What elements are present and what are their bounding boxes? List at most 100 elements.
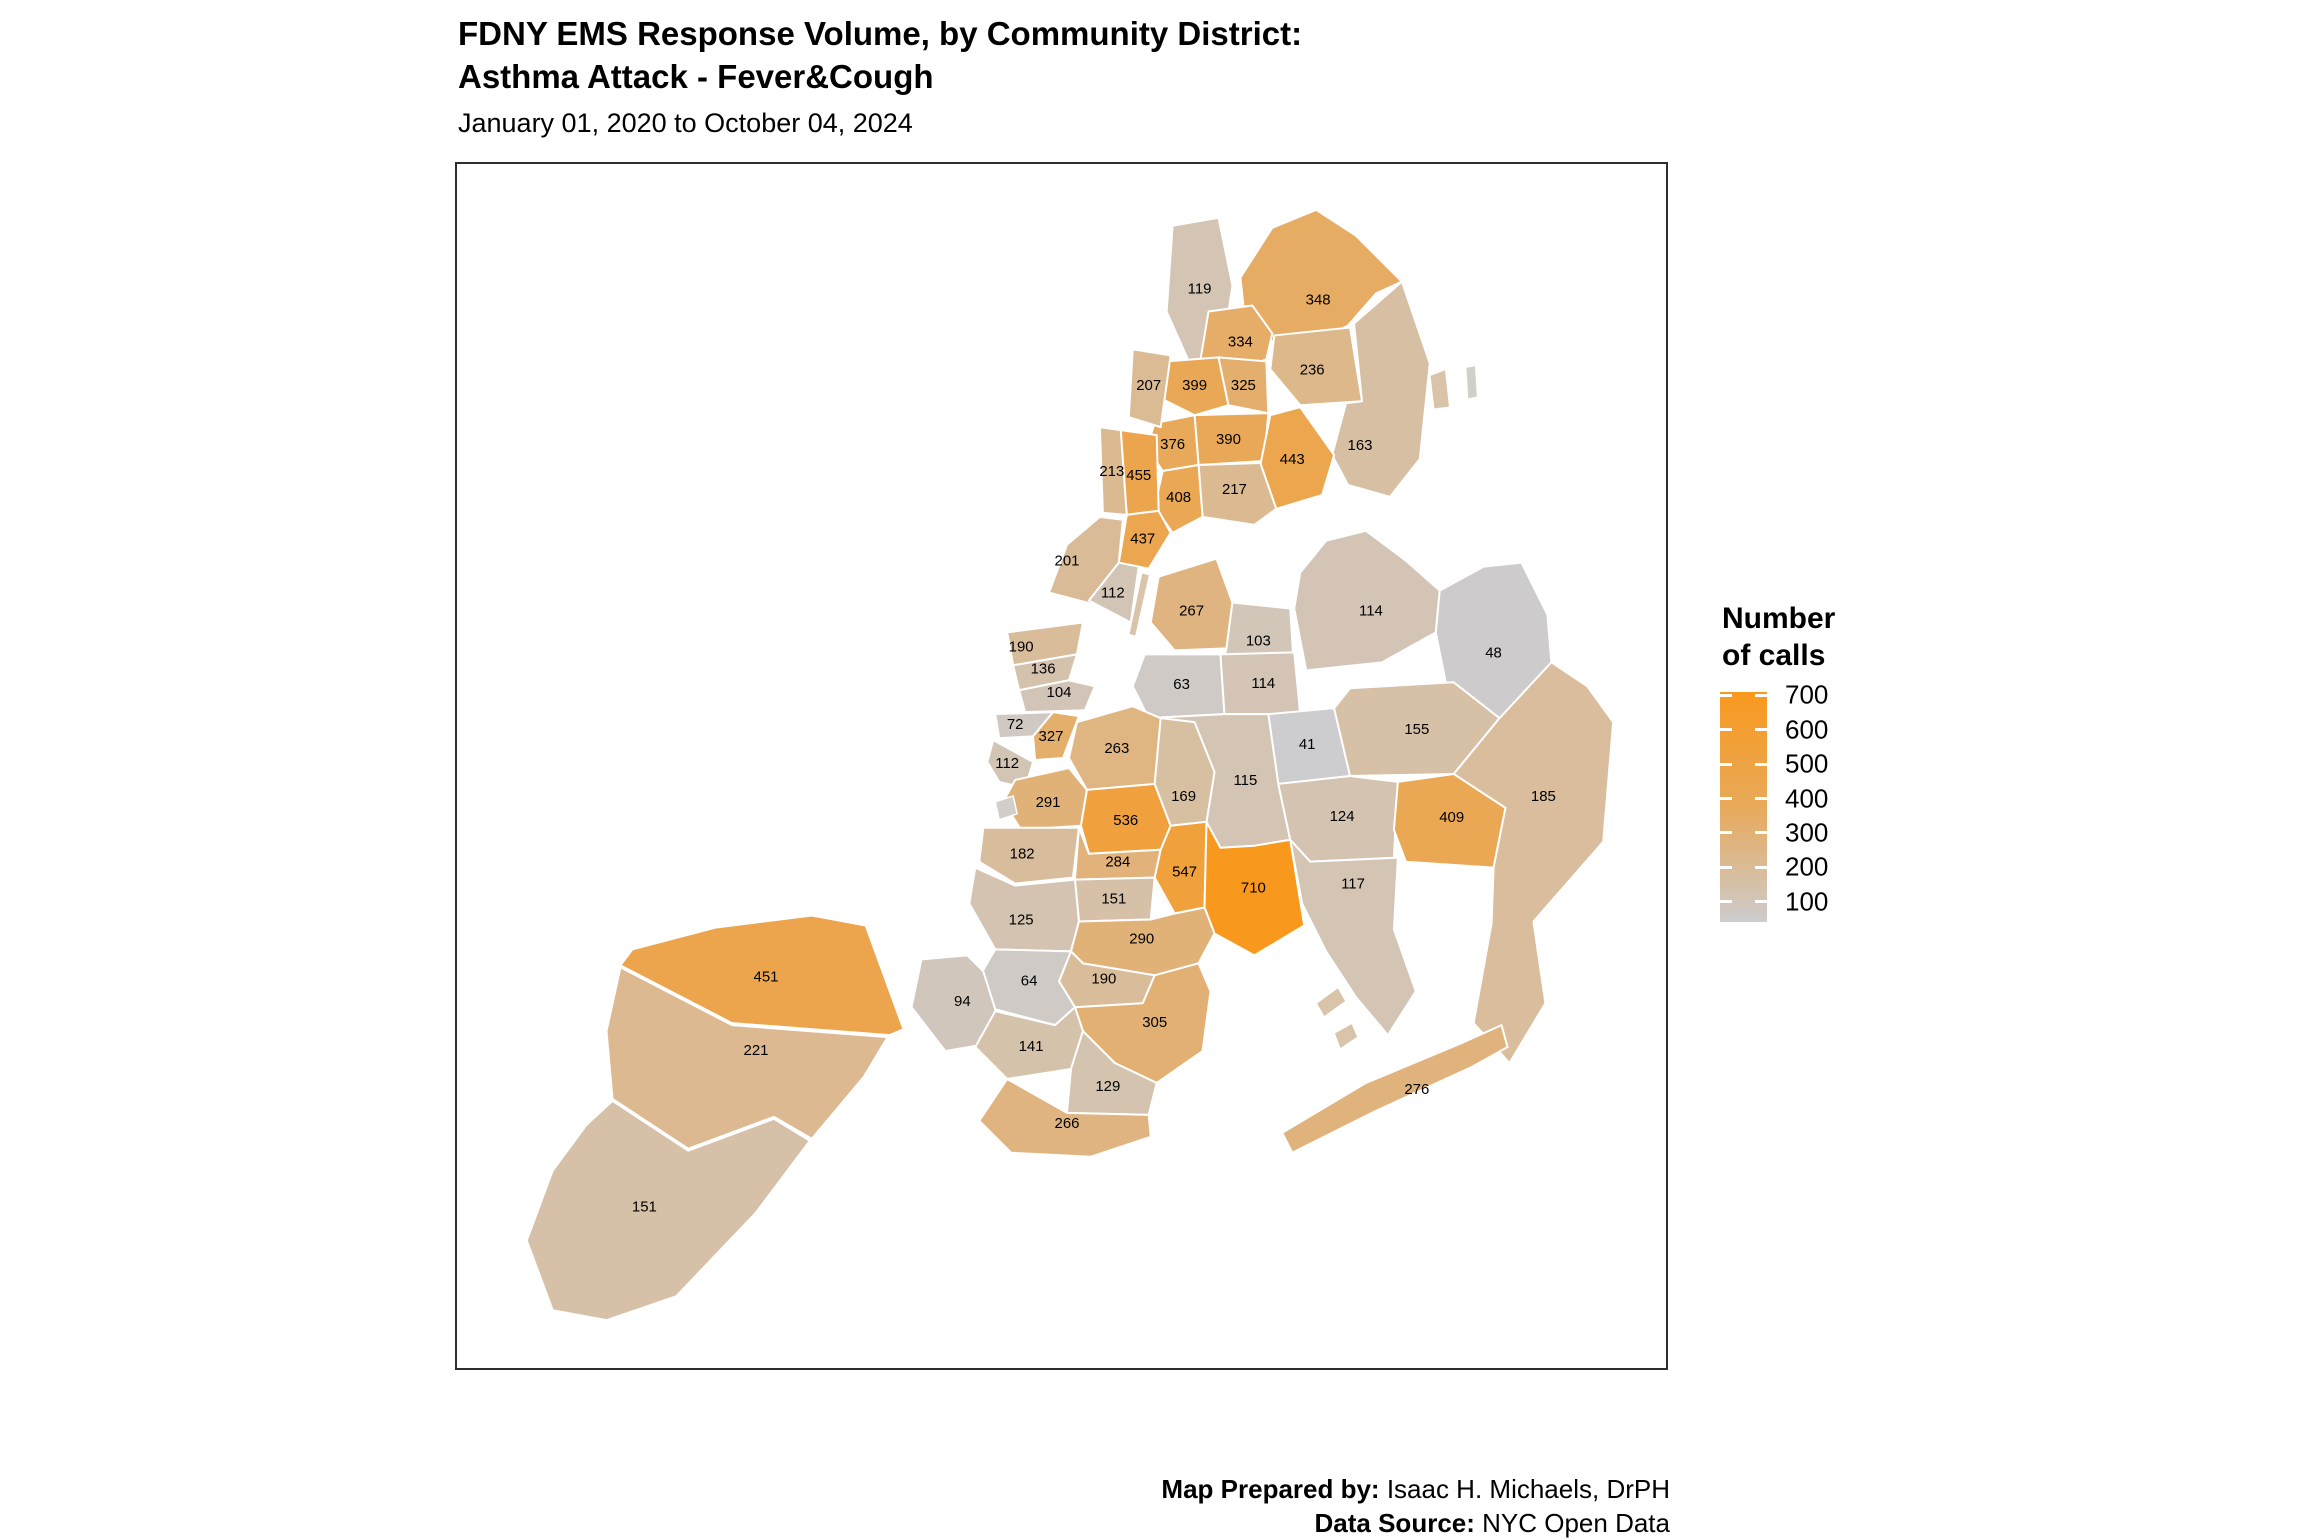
district-label: 190 xyxy=(1009,638,1034,655)
legend-tick-mark xyxy=(1720,728,1732,732)
district-label: 129 xyxy=(1095,1078,1120,1095)
footer-data-source-label: Data Source: xyxy=(1314,1508,1475,1538)
legend-title-line1: Number xyxy=(1722,602,1836,635)
district-label: 136 xyxy=(1031,660,1056,677)
page-subtitle: January 01, 2020 to October 04, 2024 xyxy=(458,108,913,138)
jamaica-bay-island-shape xyxy=(1315,986,1347,1018)
district-label: 376 xyxy=(1160,436,1185,453)
district-shape xyxy=(1289,838,1417,1037)
district-label: 217 xyxy=(1222,481,1247,498)
legend-gradient-bar xyxy=(1720,692,1767,922)
district-shapes xyxy=(525,208,1615,1322)
district-label: 117 xyxy=(1341,876,1365,893)
district-label: 263 xyxy=(1104,740,1129,757)
district-shape xyxy=(978,826,1080,885)
city-island-shape xyxy=(1429,368,1451,410)
legend-tick-mark xyxy=(1720,693,1732,697)
district-label: 207 xyxy=(1136,377,1161,394)
district-label: 409 xyxy=(1439,809,1464,826)
legend-tick-label: 400 xyxy=(1785,783,1829,814)
district-label: 103 xyxy=(1246,632,1271,649)
legend-tick-label: 100 xyxy=(1785,886,1829,917)
district-labels: 119 348 334 236 163 399 325 390 376 443 217 408 207 2… xyxy=(632,281,1556,1216)
nyc-choropleth-map: 119 348 334 236 163 399 325 390 376 443 217 408 207 2… xyxy=(525,208,1615,1322)
district-label: 64 xyxy=(1021,972,1038,989)
legend-title: Number of calls xyxy=(1722,600,1980,674)
district-label: 114 xyxy=(1251,675,1275,692)
district-label: 151 xyxy=(632,1199,657,1216)
legend-tick-mark xyxy=(1720,900,1732,904)
roosevelt-island-shape xyxy=(1128,571,1151,638)
district-label: 334 xyxy=(1228,333,1253,350)
district-label: 291 xyxy=(1036,794,1061,811)
district-label: 124 xyxy=(1330,808,1355,825)
legend-tick-label: 700 xyxy=(1785,679,1829,710)
district-label: 213 xyxy=(1099,463,1124,480)
legend-tick-mark xyxy=(1720,797,1732,801)
district-label: 443 xyxy=(1280,451,1305,468)
district-label: 112 xyxy=(1101,585,1125,602)
district-label: 114 xyxy=(1359,603,1383,620)
district-label: 112 xyxy=(995,755,1019,772)
district-label: 163 xyxy=(1348,437,1373,454)
district-label: 182 xyxy=(1010,846,1035,863)
district-label: 348 xyxy=(1306,292,1331,309)
district-label: 221 xyxy=(744,1042,769,1059)
district-label: 327 xyxy=(1039,728,1064,745)
district-shape xyxy=(1032,711,1080,762)
district-label: 536 xyxy=(1113,812,1138,829)
legend-tick-mark xyxy=(1755,693,1767,697)
district-label: 547 xyxy=(1172,864,1197,881)
district-label: 290 xyxy=(1129,930,1154,947)
legend-tick-mark xyxy=(1755,728,1767,732)
district-label: 408 xyxy=(1166,489,1191,506)
page-title-line2: Asthma Attack - Fever&Cough xyxy=(458,58,934,95)
district-label: 710 xyxy=(1241,880,1266,897)
governors-island-shape xyxy=(994,795,1018,821)
district-label: 115 xyxy=(1233,772,1257,789)
district-label: 119 xyxy=(1188,281,1212,298)
map-panel: 119 348 334 236 163 399 325 390 376 443 217 408 207 2… xyxy=(455,162,1668,1370)
district-label: 104 xyxy=(1047,684,1072,701)
district-shape xyxy=(1331,280,1431,498)
district-shape xyxy=(1018,679,1096,714)
district-label: 185 xyxy=(1531,788,1556,805)
legend-tick-mark xyxy=(1755,831,1767,835)
footer-data-source: Data Source: NYC Open Data xyxy=(1161,1506,1670,1540)
district-shape xyxy=(525,1099,811,1322)
district-label: 266 xyxy=(1055,1115,1080,1132)
district-shape xyxy=(619,914,905,1037)
district-label: 399 xyxy=(1182,377,1207,394)
legend-tick-mark xyxy=(1720,831,1732,835)
page-title: FDNY EMS Response Volume, by Community D… xyxy=(458,12,1302,98)
district-label: 267 xyxy=(1179,603,1204,620)
district-label: 155 xyxy=(1404,721,1429,738)
district-shape xyxy=(605,966,889,1150)
district-label: 390 xyxy=(1216,431,1241,448)
district-label: 63 xyxy=(1173,676,1190,693)
footer-prepared-by: Map Prepared by: Isaac H. Michaels, DrPH xyxy=(1161,1472,1670,1506)
footer-prepared-by-label: Map Prepared by: xyxy=(1161,1474,1380,1504)
district-label: 284 xyxy=(1105,854,1130,871)
district-label: 305 xyxy=(1142,1014,1167,1031)
district-label: 236 xyxy=(1300,361,1325,378)
hart-island-shape xyxy=(1464,364,1479,400)
legend-tick-mark xyxy=(1755,900,1767,904)
footer-data-source-value: NYC Open Data xyxy=(1474,1508,1670,1538)
legend-gradient-bar-wrap: 700 600 500 400 300 200 100 xyxy=(1720,680,1828,922)
district-label: 151 xyxy=(1101,891,1126,908)
district-shape xyxy=(1452,661,1615,1065)
legend-tick-mark xyxy=(1755,865,1767,869)
district-shape xyxy=(1293,529,1441,672)
district-label: 451 xyxy=(754,968,779,985)
jamaica-bay-island-shape xyxy=(1333,1022,1359,1050)
legend: Number of calls 700 600 500 400 300 200 100 xyxy=(1720,600,1980,922)
district-label: 141 xyxy=(1019,1038,1044,1055)
district-shape xyxy=(1269,326,1363,407)
district-label: 455 xyxy=(1126,467,1151,484)
legend-tick-mark xyxy=(1755,797,1767,801)
district-label: 48 xyxy=(1485,644,1502,661)
district-label: 169 xyxy=(1171,788,1196,805)
legend-tick-mark xyxy=(1720,762,1732,766)
